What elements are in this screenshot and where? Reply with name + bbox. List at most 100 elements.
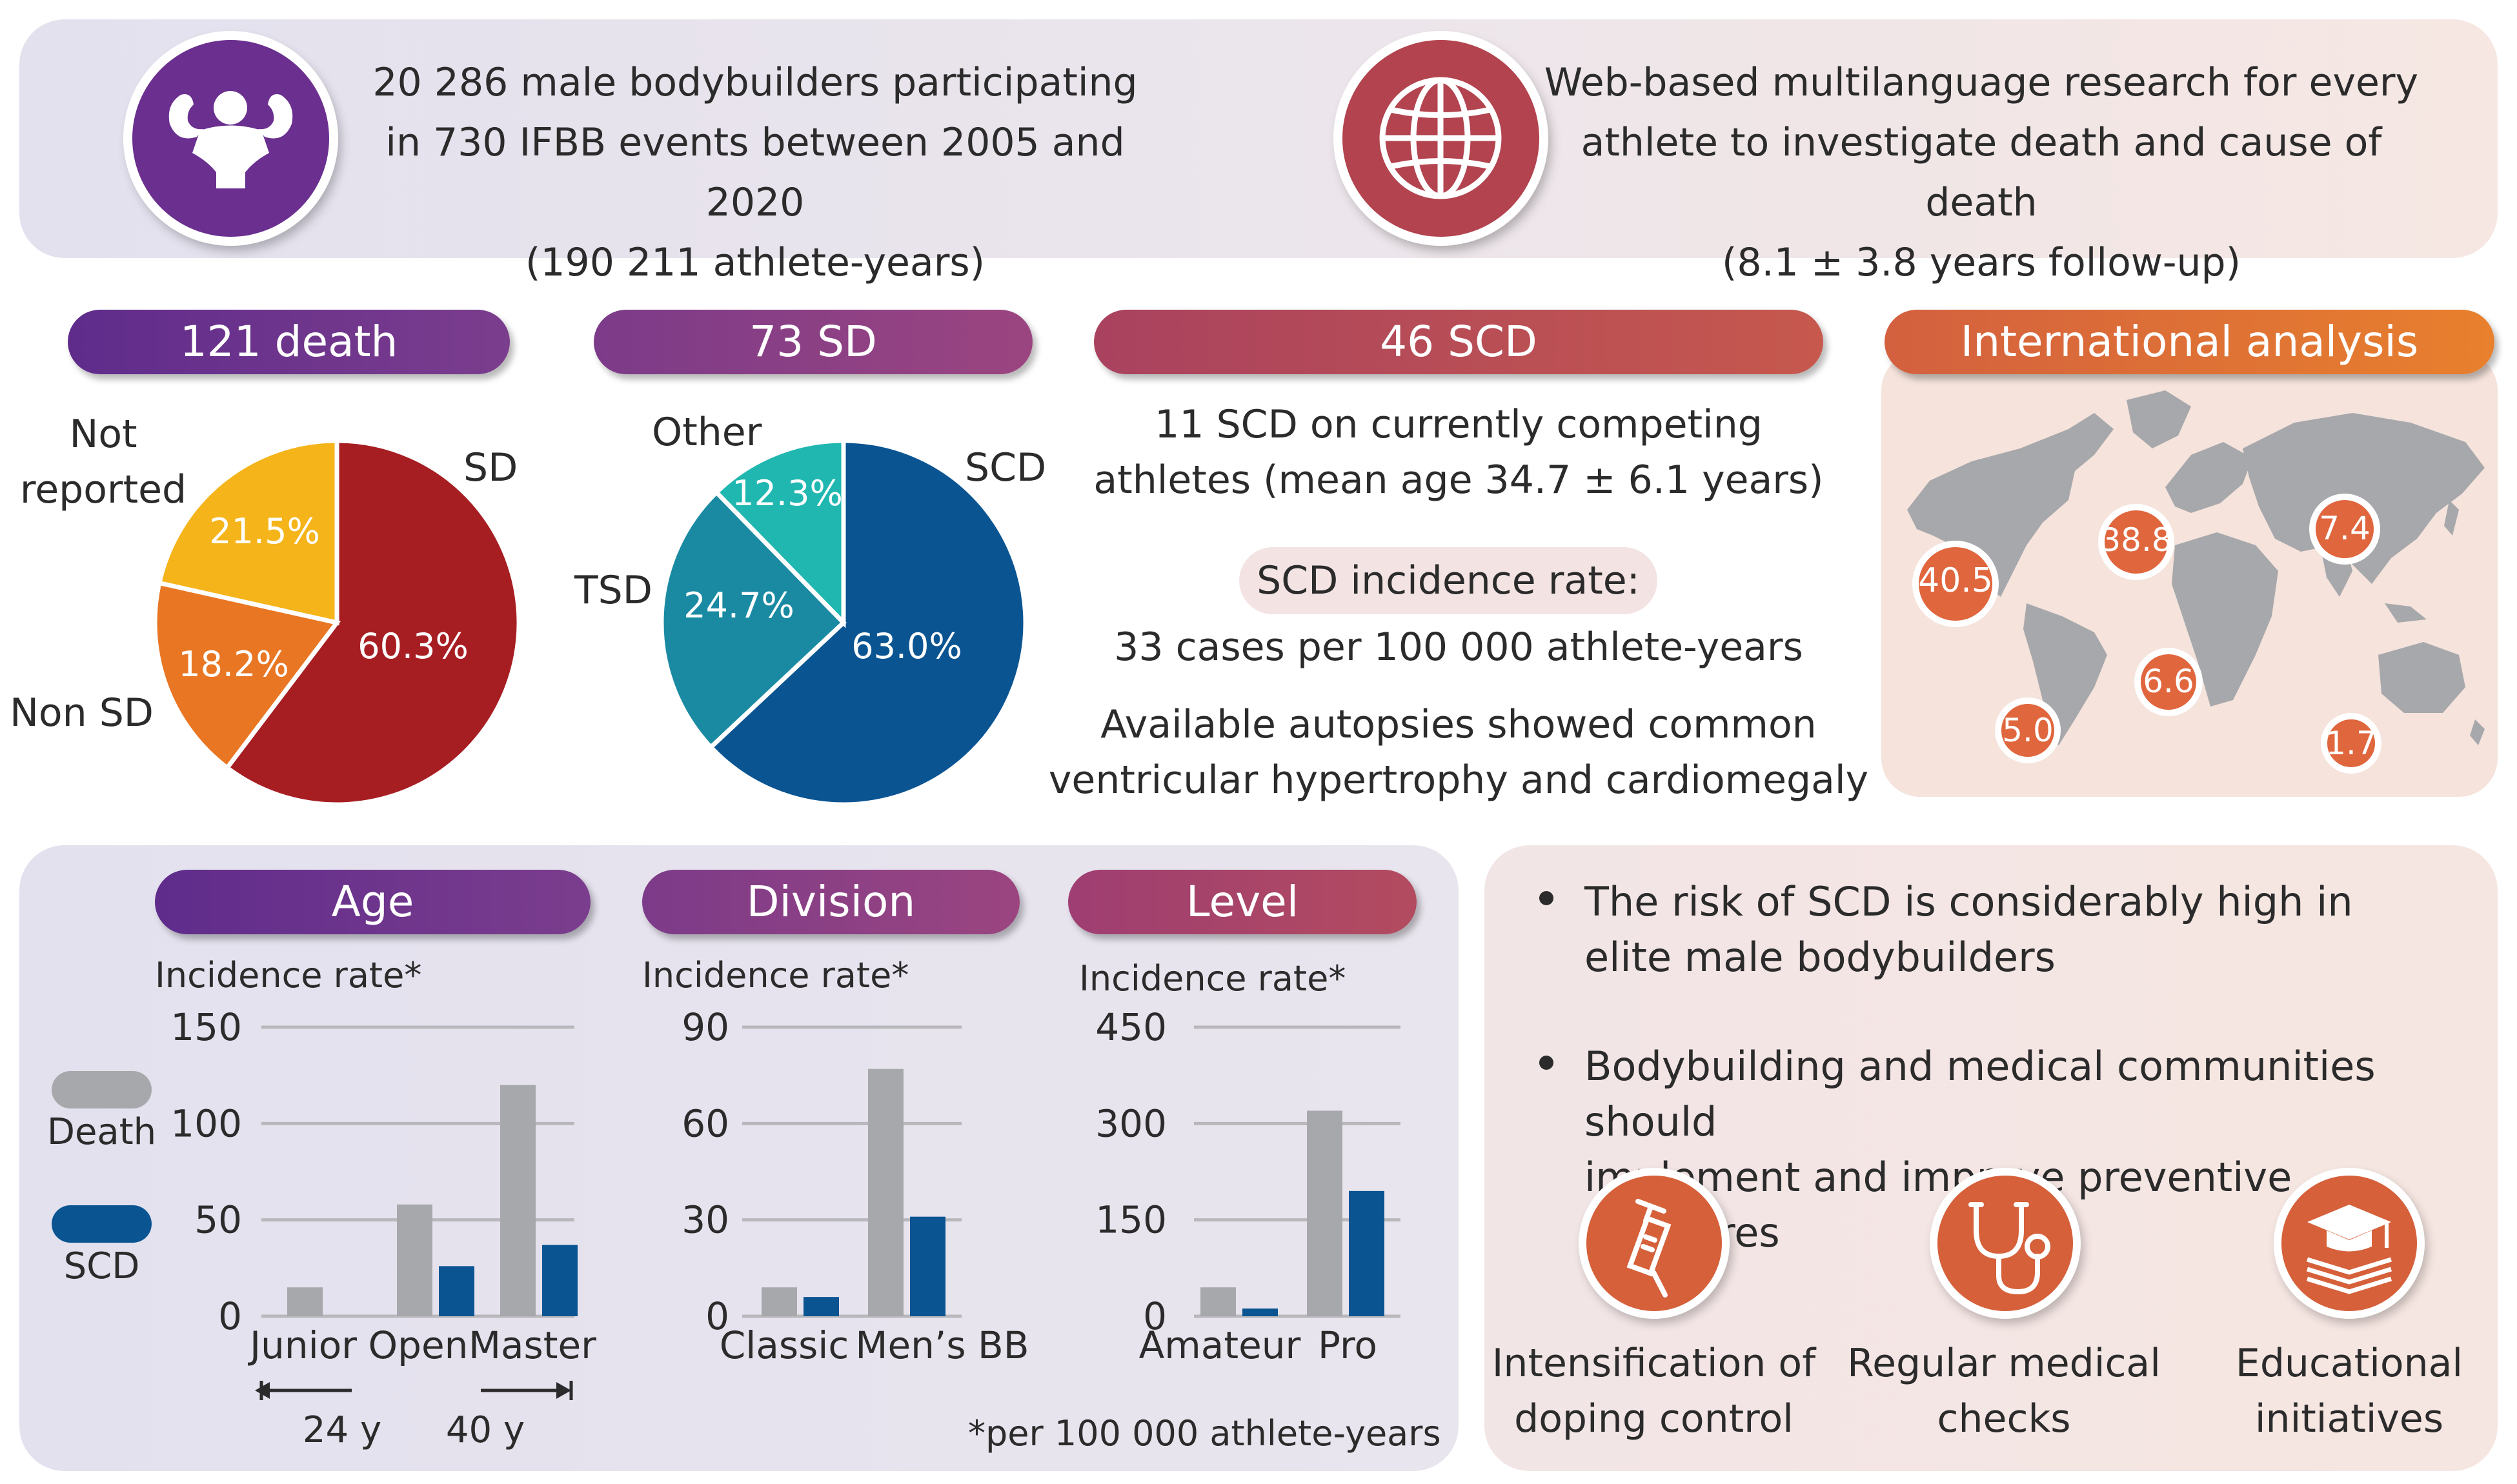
y-tick-label: 90 xyxy=(682,1005,729,1049)
y-tick-label: 60 xyxy=(682,1101,729,1145)
globe-icon xyxy=(1342,40,1539,237)
legend-scd-swatch xyxy=(52,1205,152,1243)
map-value-europe: 38.8 xyxy=(2100,521,2172,559)
bar-death-master xyxy=(500,1085,536,1316)
x-category-label: Master xyxy=(469,1323,596,1367)
scd-line1: 11 SCD on currently competing xyxy=(1155,402,1763,447)
pie1-label-reported-line: reported xyxy=(19,467,187,512)
pie1-label-not-reported: Not reported xyxy=(19,406,187,517)
pie2-label-other: Other xyxy=(652,410,762,455)
pie1-label-sd: SD xyxy=(463,445,518,490)
map-value-asia: 7.4 xyxy=(2319,510,2370,547)
x-category-label: Amateur xyxy=(1139,1323,1301,1367)
pie1-slice-non-sd xyxy=(152,580,341,771)
bullet2-line1: Bodybuilding and medical communities sho… xyxy=(1584,1043,2376,1145)
header-left-text: 20 286 male bodybuilders participating i… xyxy=(336,53,1175,293)
doping-control-label: Intensification of doping control xyxy=(1484,1336,1823,1447)
bullet-dot xyxy=(1539,891,1553,905)
bar-death-open xyxy=(397,1204,432,1316)
header-banner xyxy=(19,19,2498,258)
bar-charts-panel xyxy=(19,845,1459,1471)
age-annotation-24y: 24 y xyxy=(303,1409,381,1451)
scd-line2: athletes (mean age 34.7 ± 6.1 years) xyxy=(1093,457,1824,503)
map-value-north-america: 40.5 xyxy=(1918,561,1993,600)
bar-death-junior xyxy=(287,1287,323,1316)
bar-death-pro xyxy=(1307,1110,1342,1316)
pie2-slice-label: 12.3% xyxy=(732,473,843,514)
y-tick-label: 0 xyxy=(705,1294,729,1338)
pie1-slice-label: 21.5% xyxy=(209,511,320,552)
bar-scd-open xyxy=(439,1266,474,1316)
doping-control-line2: doping control xyxy=(1514,1396,1794,1441)
scd-autopsy: Available autopsies showed common ventri… xyxy=(1046,697,1872,808)
header-right-line1: Web-based multilanguage research for eve… xyxy=(1544,60,2419,105)
pie1-label-not-line: Not xyxy=(69,412,137,457)
sd-pill: 73 SD xyxy=(594,310,1033,374)
sd-pie-chart: 63.0% 24.7% 12.3% xyxy=(659,438,1028,807)
legend-scd-label: SCD xyxy=(63,1245,140,1287)
syringe-icon xyxy=(1586,1176,1722,1311)
legend-death-label: Death xyxy=(46,1111,157,1153)
scd-incidence-label: SCD incidence rate: xyxy=(1257,558,1640,603)
map-markers xyxy=(1912,494,2381,774)
pie2-label-tsd: TSD xyxy=(574,568,652,613)
bar-scd-master xyxy=(542,1245,578,1316)
x-category-label: Pro xyxy=(1318,1323,1377,1367)
bar-death-classic xyxy=(762,1287,797,1316)
pie2-slice-other xyxy=(713,438,846,628)
conclusions-panel xyxy=(1484,845,2498,1471)
header-right-line2: athlete to investigate death and cause o… xyxy=(1581,120,2382,225)
bodybuilder-icon xyxy=(132,40,329,237)
scd-incidence-badge: SCD incidence rate: xyxy=(1239,547,1657,614)
header-left-line1: 20 286 male bodybuilders participating xyxy=(372,60,1138,105)
doping-control-line1: Intensification of xyxy=(1491,1341,1816,1386)
death-pill: 121 death xyxy=(68,310,510,374)
y-tick-label: 30 xyxy=(682,1198,729,1242)
world-map xyxy=(1907,390,2485,774)
age-ylabel: Incidence rate* xyxy=(155,955,422,996)
y-tick-label: 0 xyxy=(218,1294,242,1338)
map-value-south-america: 5.0 xyxy=(2002,712,2054,749)
header-left-line3: (190 211 athlete-years) xyxy=(525,240,986,285)
educational-line1: Educational xyxy=(2235,1341,2463,1386)
pie2-slice-scd xyxy=(707,438,1028,807)
pie1-slice-sd xyxy=(224,438,521,807)
pie2-label-scd: SCD xyxy=(965,445,1047,490)
y-tick-label: 100 xyxy=(170,1101,242,1145)
stethoscope-icon xyxy=(1937,1176,2073,1311)
level-ylabel: Incidence rate* xyxy=(1079,958,1346,999)
pie2-slice-label: 63.0% xyxy=(851,626,962,667)
bullet1-line1: The risk of SCD is considerably high in xyxy=(1584,878,2353,925)
pie1-slice-not-reported xyxy=(156,438,339,626)
x-category-label: Junior xyxy=(248,1323,357,1367)
y-tick-label: 0 xyxy=(1143,1294,1167,1338)
level-pill: Level xyxy=(1068,870,1417,934)
header-right-line3: (8.1 ± 3.8 years follow-up) xyxy=(1721,240,2241,285)
y-tick-label: 300 xyxy=(1095,1101,1167,1145)
scd-autopsy-line2: ventricular hypertrophy and cardiomegaly xyxy=(1048,757,1869,803)
bar-scd-pro xyxy=(1349,1190,1384,1316)
medical-checks-label: Regular medical checks xyxy=(1833,1336,2175,1447)
age-annotation-40y: 40 y xyxy=(446,1409,525,1451)
map-value-oceania: 1.7 xyxy=(2325,725,2377,762)
scd-pill: 46 SCD xyxy=(1094,310,1823,374)
bar-scd-amateur xyxy=(1242,1309,1278,1316)
header-right-text: Web-based multilanguage research for eve… xyxy=(1542,53,2420,293)
bar-death-men-s-bb xyxy=(868,1068,904,1316)
bullet-dot xyxy=(1539,1056,1553,1070)
division-ylabel: Incidence rate* xyxy=(642,955,909,996)
y-tick-label: 50 xyxy=(194,1198,242,1242)
death-pie-chart: 60.3% 18.2% 21.5% xyxy=(152,438,521,807)
pie1-label-non-sd: Non SD xyxy=(10,690,154,736)
educational-line2: initiatives xyxy=(2254,1396,2444,1441)
bullet-1: The risk of SCD is considerably high in … xyxy=(1539,874,2482,985)
international-pill: International analysis xyxy=(1885,310,2494,374)
pie2-slice-label: 24.7% xyxy=(683,585,794,626)
y-tick-label: 150 xyxy=(1095,1198,1167,1242)
bar-scd-men-s-bb xyxy=(910,1216,945,1316)
x-category-label: Classic xyxy=(720,1323,849,1367)
medical-checks-line1: Regular medical xyxy=(1847,1341,2161,1386)
pie2-slice-tsd xyxy=(659,489,847,750)
pie1-slice-label: 18.2% xyxy=(178,644,289,685)
